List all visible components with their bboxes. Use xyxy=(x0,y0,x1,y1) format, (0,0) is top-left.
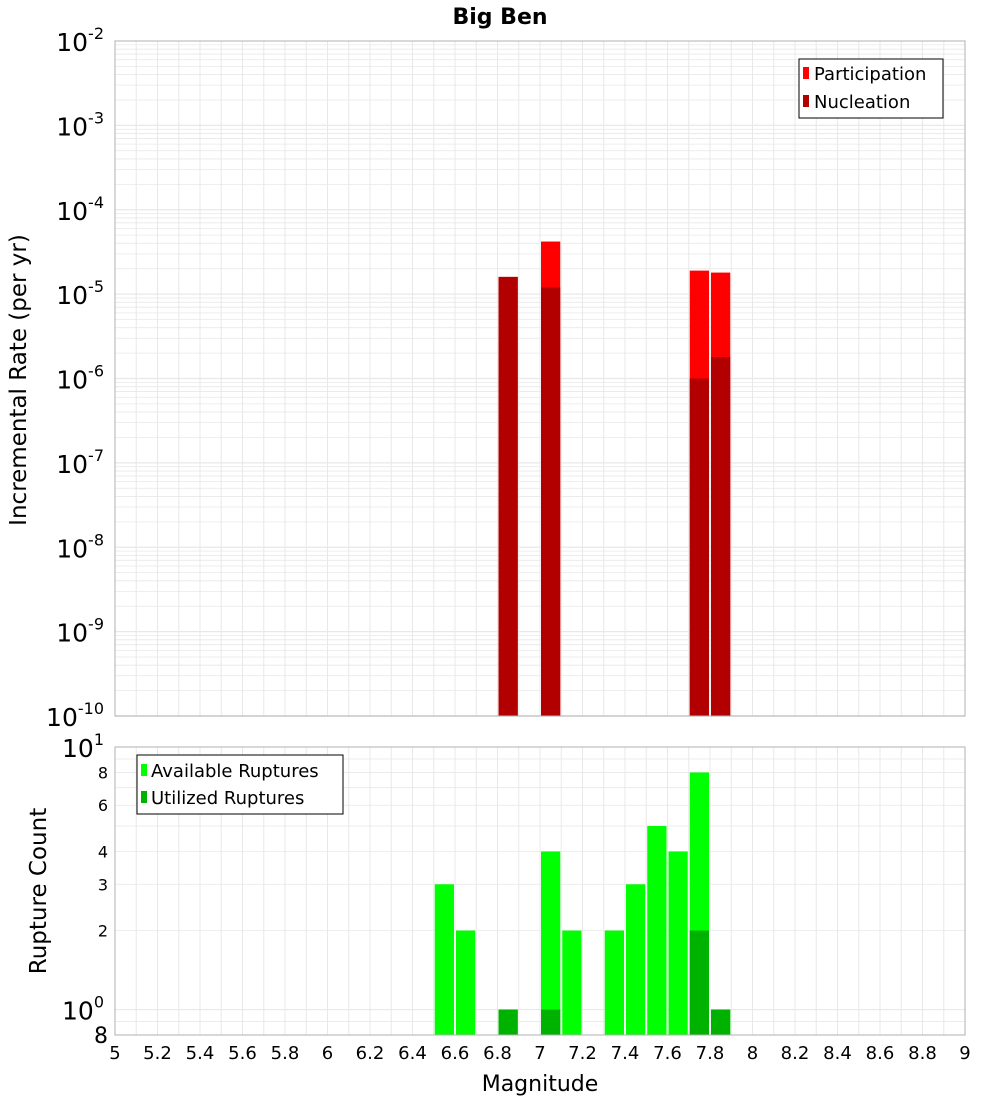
rate-y-tick-label: 10-8 xyxy=(56,530,104,563)
rate-legend: Participation Nucleation xyxy=(798,58,944,119)
rate-y-tick-label: 10-10 xyxy=(46,699,104,732)
utilized-bar xyxy=(711,1009,731,1035)
x-tick-label: 7.8 xyxy=(696,1043,725,1064)
available-bar xyxy=(434,884,454,1035)
x-axis-label: Magnitude xyxy=(482,1072,599,1097)
utilized-swatch xyxy=(141,791,147,803)
nucleation-bar xyxy=(689,378,709,716)
nucleation-swatch xyxy=(803,95,809,107)
count-y-tick-label: 4 xyxy=(98,842,108,861)
x-tick-label: 6 xyxy=(322,1043,333,1064)
x-tick-label: 7 xyxy=(534,1043,545,1064)
chart-title: Big Ben xyxy=(452,5,547,30)
rate-y-tick-label: 10-9 xyxy=(56,615,104,648)
nucleation-bar xyxy=(711,356,731,716)
x-tick-label: 7.6 xyxy=(653,1043,682,1064)
rate-y-tick-label: 10-7 xyxy=(56,446,104,479)
x-tick-label: 5.6 xyxy=(228,1043,257,1064)
available-bar xyxy=(456,930,476,1035)
x-tick-label: 8.4 xyxy=(823,1043,852,1064)
available-bar xyxy=(647,826,667,1035)
nucleation-legend-label: Nucleation xyxy=(814,92,910,113)
nucleation-bar xyxy=(498,276,518,716)
utilized-bar xyxy=(498,1009,518,1035)
count-y-tick-label: 3 xyxy=(98,875,108,894)
rate-panel-frame xyxy=(114,40,966,717)
available-bar xyxy=(668,851,688,1035)
count-y-major-label: 101 xyxy=(62,730,104,763)
count-legend: Available Ruptures Utilized Ruptures xyxy=(136,754,344,815)
rate-y-tick-label: 10-4 xyxy=(56,193,104,226)
utilized-bar xyxy=(541,1009,561,1035)
count-y-tick-label: 6 xyxy=(98,796,108,815)
count-y-major-label: 100 xyxy=(62,993,104,1026)
available-swatch xyxy=(141,764,147,776)
nucleation-bar xyxy=(541,287,561,716)
participation-legend-label: Participation xyxy=(814,64,926,85)
utilized-bar xyxy=(689,930,709,1035)
x-tick-label: 6.8 xyxy=(483,1043,512,1064)
available-legend-label: Available Ruptures xyxy=(151,761,319,782)
rate-y-axis-label: Incremental Rate (per yr) xyxy=(6,234,32,526)
available-bar xyxy=(562,930,582,1035)
x-tick-label: 6.4 xyxy=(398,1043,427,1064)
available-bar xyxy=(604,930,624,1035)
count-legend-box xyxy=(136,754,344,815)
x-tick-label: 6.6 xyxy=(441,1043,470,1064)
count-y-bottom-label: 8 xyxy=(94,1024,108,1049)
count-y-tick-label: 2 xyxy=(98,922,108,941)
count-panel-frame xyxy=(114,746,966,1036)
x-tick-label: 8.2 xyxy=(781,1043,810,1064)
x-tick-label: 5.4 xyxy=(186,1043,215,1064)
rate-legend-box xyxy=(798,58,944,119)
x-tick-label: 5 xyxy=(109,1043,120,1064)
participation-swatch xyxy=(803,67,809,79)
x-tick-label: 7.2 xyxy=(568,1043,597,1064)
rate-y-tick-label: 10-6 xyxy=(56,362,104,395)
x-tick-label: 8.6 xyxy=(866,1043,895,1064)
x-tick-label: 7.4 xyxy=(611,1043,640,1064)
count-y-tick-label: 8 xyxy=(98,763,108,782)
x-tick-label: 5.8 xyxy=(271,1043,300,1064)
utilized-legend-label: Utilized Ruptures xyxy=(151,788,304,809)
count-panel-grid xyxy=(114,747,966,1036)
x-tick-label: 6.2 xyxy=(356,1043,385,1064)
x-tick-label: 9 xyxy=(959,1043,970,1064)
x-tick-label: 8.8 xyxy=(908,1043,937,1064)
rate-panel-grid xyxy=(114,41,966,717)
rate-y-tick-label: 10-3 xyxy=(56,108,104,141)
rate-y-tick-label: 10-5 xyxy=(56,277,104,310)
x-tick-label: 5.2 xyxy=(143,1043,172,1064)
x-tick-label: 8 xyxy=(747,1043,758,1064)
available-bar xyxy=(626,884,646,1035)
count-y-axis-label: Rupture Count xyxy=(26,808,52,974)
available-bar xyxy=(541,851,561,1035)
rate-y-tick-label: 10-2 xyxy=(56,24,104,57)
